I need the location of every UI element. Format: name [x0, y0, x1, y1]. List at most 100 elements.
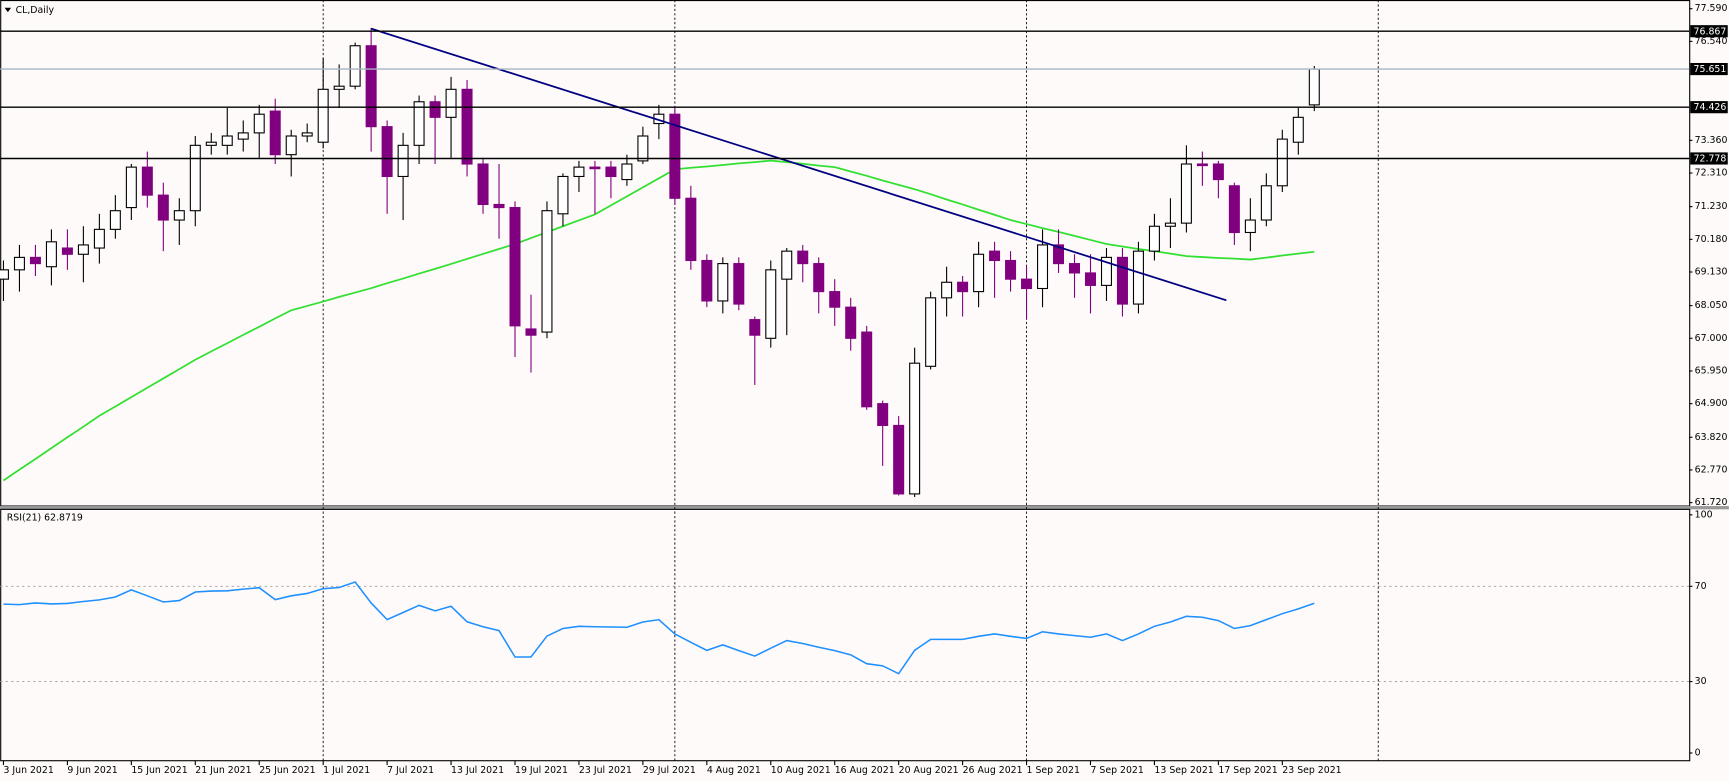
- x-tick-label: 26 Aug 2021: [963, 765, 1023, 776]
- level-label-box: [1690, 25, 1728, 38]
- y-tick-label: 73.360: [1695, 135, 1728, 146]
- y-tick-label: 71.230: [1695, 201, 1728, 212]
- candle-body: [1244, 219, 1256, 234]
- candle-body: [1260, 185, 1272, 221]
- candle-body: [413, 101, 425, 146]
- chart-title: CL,Daily: [16, 5, 55, 16]
- candle-body: [1053, 244, 1065, 265]
- y-tick-label: 0: [1695, 747, 1701, 758]
- candle-body: [29, 256, 41, 265]
- level-label: 75.651: [1694, 64, 1727, 75]
- trendline: [370, 27, 1227, 302]
- rsi-panel: [0, 508, 1691, 762]
- x-tick-label: 7 Jul 2021: [387, 765, 434, 776]
- x-tick-label: 29 Jul 2021: [643, 765, 696, 776]
- x-tick-label: 25 Jun 2021: [259, 765, 315, 776]
- candle-body: [509, 207, 521, 327]
- candle-body: [445, 88, 457, 118]
- candle-body: [525, 328, 537, 336]
- candle-body: [0, 269, 9, 280]
- rsi-line: [3, 581, 1315, 675]
- candle-body: [573, 166, 585, 178]
- candle-body: [701, 259, 713, 302]
- y-tick-label: 76.540: [1695, 36, 1728, 47]
- candle-body: [621, 163, 633, 181]
- candle-body: [317, 88, 329, 143]
- candle-body: [541, 210, 553, 333]
- candle-body: [685, 197, 697, 262]
- candle-body: [845, 306, 857, 339]
- candle-body: [125, 166, 137, 209]
- candle-body: [221, 135, 233, 146]
- candle-body: [157, 194, 169, 221]
- candle-body: [269, 110, 281, 156]
- candle-body: [477, 163, 489, 206]
- candle-body: [93, 228, 105, 249]
- candle-body: [749, 319, 761, 336]
- candle-body: [1132, 250, 1144, 305]
- candle-body: [173, 210, 185, 221]
- candle-body: [637, 135, 649, 162]
- candle-body: [493, 203, 505, 209]
- y-tick-label: 64.900: [1695, 398, 1728, 409]
- candle-body: [237, 132, 249, 140]
- candle-body: [797, 250, 809, 265]
- y-tick-label: 69.130: [1695, 267, 1728, 278]
- menu-arrow[interactable]: [4, 7, 12, 13]
- level-label: 76.867: [1694, 26, 1727, 37]
- candle-body: [1116, 256, 1128, 305]
- y-tick-label: 70.180: [1695, 234, 1728, 245]
- candle-body: [77, 244, 89, 255]
- y-tick-label: 61.720: [1695, 497, 1728, 508]
- y-tick-label: 62.770: [1695, 464, 1728, 475]
- level-label-box: [1690, 152, 1728, 165]
- panel-divider: [0, 506, 1729, 510]
- y-tick-label: 65.950: [1695, 365, 1728, 376]
- candle-body: [925, 297, 937, 367]
- candle-body: [941, 281, 953, 299]
- x-tick-label: 19 Jul 2021: [515, 765, 568, 776]
- candle-body: [285, 135, 297, 156]
- candle-body: [1084, 272, 1096, 286]
- y-tick-label: 68.050: [1695, 300, 1728, 311]
- candle-body: [61, 247, 73, 255]
- level-label-box: [1690, 101, 1728, 114]
- x-tick-label: 16 Aug 2021: [835, 765, 895, 776]
- candle-body: [861, 331, 873, 408]
- candle-body: [717, 263, 729, 302]
- candle-body: [397, 144, 409, 178]
- moving-average: [2, 159, 1315, 482]
- candle-body: [989, 250, 1001, 262]
- candle-body: [1164, 222, 1176, 227]
- candle-body: [141, 166, 153, 196]
- candle-body: [1212, 163, 1224, 181]
- level-label-box: [1690, 62, 1728, 76]
- level-label: 74.426: [1694, 102, 1727, 113]
- candle-body: [909, 362, 921, 495]
- candle-body: [1228, 185, 1240, 234]
- candle-body: [1276, 138, 1288, 187]
- y-tick-label: 63.820: [1695, 432, 1728, 443]
- y-tick-label: 77.590: [1695, 3, 1728, 14]
- x-tick-label: 10 Aug 2021: [771, 765, 831, 776]
- x-tick-label: 4 Aug 2021: [707, 765, 761, 776]
- candle-body: [1196, 163, 1208, 167]
- candle-body: [349, 45, 361, 87]
- candle-body: [1021, 278, 1033, 290]
- candle-body: [669, 113, 681, 199]
- candle-body: [813, 263, 825, 293]
- candle-body: [1005, 259, 1017, 280]
- candle-body: [253, 113, 265, 134]
- candle-body: [829, 291, 841, 308]
- candle-body: [557, 175, 569, 215]
- candle-body: [333, 85, 345, 90]
- candle-body: [301, 132, 313, 137]
- candle-body: [461, 88, 473, 165]
- x-tick-label: 1 Sep 2021: [1027, 765, 1080, 776]
- candle-body: [205, 141, 217, 146]
- candle-body: [1308, 68, 1320, 106]
- candle-body: [429, 101, 441, 118]
- x-tick-label: 20 Aug 2021: [899, 765, 959, 776]
- candle-body: [589, 166, 601, 170]
